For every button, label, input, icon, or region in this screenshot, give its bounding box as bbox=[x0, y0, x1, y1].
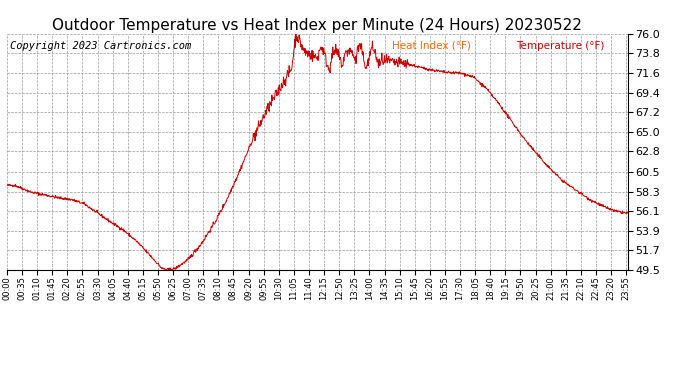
Text: Temperature (°F): Temperature (°F) bbox=[516, 41, 604, 51]
Title: Outdoor Temperature vs Heat Index per Minute (24 Hours) 20230522: Outdoor Temperature vs Heat Index per Mi… bbox=[52, 18, 582, 33]
Text: Copyright 2023 Cartronics.com: Copyright 2023 Cartronics.com bbox=[10, 41, 191, 51]
Text: Heat Index (°F): Heat Index (°F) bbox=[392, 41, 471, 51]
